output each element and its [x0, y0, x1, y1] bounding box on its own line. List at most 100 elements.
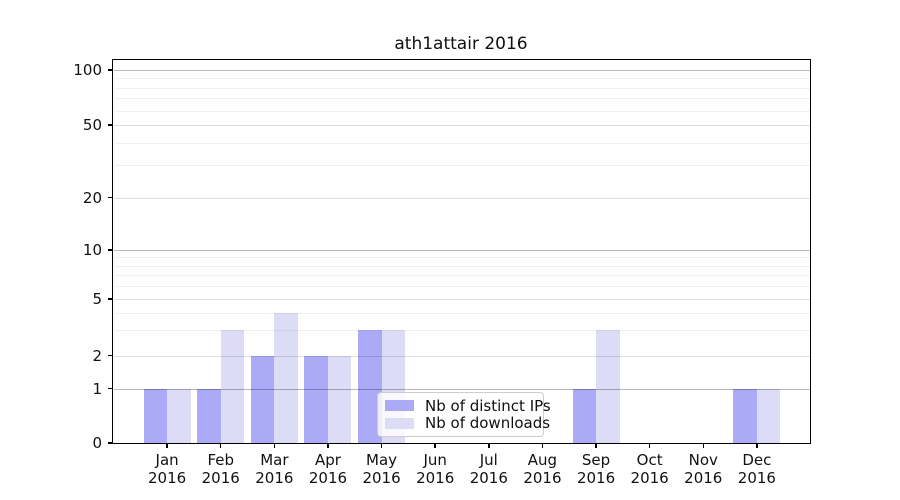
y-tick-mark: [108, 442, 112, 444]
x-tick-label-apr: Apr 2016: [298, 451, 358, 487]
year-label: 2016: [684, 469, 723, 487]
month-label: Jul: [479, 451, 498, 469]
gridline-minor: [113, 257, 811, 259]
gridline-minor: [113, 142, 811, 144]
gridline-minor: [113, 87, 811, 89]
gridline-decade: [113, 250, 811, 251]
year-label: 2016: [308, 469, 348, 487]
plot-area-border: [112, 59, 811, 444]
year-label: 2016: [576, 469, 616, 487]
gridline-major: [113, 355, 811, 357]
bar-downloads-apr: [327, 355, 352, 443]
gridline-major: [113, 125, 811, 126]
x-tick-label-jul: Jul 2016: [459, 451, 519, 487]
bar-distinct-ips-sep: [572, 388, 597, 443]
y-tick-label: 50: [82, 116, 102, 134]
x-tick-mark: [541, 444, 544, 448]
y-tick-mark: [108, 249, 112, 251]
x-tick-mark: [648, 444, 651, 448]
x-tick-mark: [219, 444, 222, 448]
x-tick-mark: [488, 444, 490, 448]
gridline-minor: [113, 110, 811, 112]
x-tick-mark: [595, 444, 597, 448]
month-label: Apr: [314, 451, 341, 469]
bar-downloads-mar: [274, 312, 298, 443]
gridline-minor: [113, 286, 811, 288]
y-tick-label: 5: [92, 290, 102, 308]
y-tick-mark: [108, 196, 112, 199]
x-tick-label-nov: Nov 2016: [673, 451, 733, 487]
bar-downloads-jan: [167, 388, 191, 443]
gridline-minor: [113, 265, 811, 267]
month-label: Mar: [260, 451, 289, 469]
month-label: Feb: [207, 451, 234, 469]
year-label: 2016: [362, 469, 401, 487]
x-tick-label-oct: Oct 2016: [620, 451, 680, 487]
gridline-major: [113, 299, 811, 300]
x-tick-label-mar: Mar 2016: [244, 451, 304, 487]
bar-downloads-sep: [596, 330, 620, 443]
year-label: 2016: [523, 469, 562, 487]
x-tick-label-may: May 2016: [352, 451, 412, 487]
month-label: Dec: [742, 451, 772, 469]
y-tick-mark: [108, 387, 112, 390]
bar-downloads-dec: [756, 388, 781, 443]
bar-distinct-ips-apr: [304, 355, 328, 443]
y-tick-mark: [108, 124, 112, 126]
legend-row-downloads: Nb of downloads: [385, 414, 550, 432]
year-label: 2016: [469, 469, 508, 487]
legend-swatch-downloads: [385, 417, 414, 429]
gridline-major: [113, 197, 811, 199]
month-label: May: [366, 451, 398, 469]
y-tick-label: 20: [82, 188, 102, 207]
y-tick-mark: [108, 69, 112, 71]
gridline-minor: [113, 330, 811, 332]
gridline-minor: [113, 165, 811, 167]
x-tick-label-jan: Jan 2016: [137, 451, 197, 487]
y-tick-label: 10: [82, 241, 102, 259]
legend-swatch-distinct-ips: [385, 400, 414, 412]
month-label: Oct: [636, 451, 663, 469]
month-label: Jan: [155, 451, 179, 469]
month-label: Aug: [527, 451, 558, 469]
legend-label-distinct-ips: Nb of distinct IPs: [425, 396, 551, 415]
gridline-minor: [113, 98, 811, 100]
year-label: 2016: [737, 469, 776, 487]
gridline-decade: [113, 388, 811, 390]
x-tick-mark: [380, 444, 383, 448]
bar-distinct-ips-mar: [250, 355, 275, 443]
x-tick-mark: [434, 444, 436, 448]
x-tick-label-aug: Aug 2016: [512, 451, 572, 487]
year-label: 2016: [148, 469, 187, 487]
x-tick-label-sep: Sep 2016: [566, 451, 626, 487]
x-tick-mark: [756, 444, 758, 448]
bar-distinct-ips-dec: [733, 388, 757, 443]
x-tick-label-feb: Feb 2016: [191, 451, 251, 487]
gridline-decade: [113, 70, 811, 71]
bar-distinct-ips-may: [358, 330, 382, 443]
y-tick-label: 2: [92, 346, 102, 365]
legend-row-distinct-ips: Nb of distinct IPs: [385, 397, 551, 415]
month-label: Nov: [688, 451, 718, 469]
chart-title: ath1attair 2016: [394, 34, 528, 54]
month-label: Jun: [423, 451, 447, 469]
x-tick-label-jun: Jun 2016: [405, 451, 465, 487]
month-label: Sep: [581, 451, 611, 469]
year-label: 2016: [255, 469, 294, 487]
x-tick-mark: [273, 444, 276, 448]
legend-label-downloads: Nb of downloads: [425, 414, 551, 433]
bar-downloads-feb: [220, 330, 245, 443]
year-label: 2016: [630, 469, 669, 487]
y-tick-mark: [108, 298, 112, 300]
x-tick-mark: [166, 444, 168, 448]
bar-distinct-ips-jan: [143, 388, 168, 443]
y-tick-mark: [108, 354, 112, 357]
gridline-minor: [113, 78, 811, 80]
gridline-minor: [113, 275, 811, 277]
year-label: 2016: [416, 469, 455, 487]
x-tick-label-dec: Dec 2016: [727, 451, 787, 487]
x-tick-mark: [327, 444, 329, 448]
gridline-minor: [113, 312, 811, 314]
y-tick-label: 0: [92, 434, 102, 452]
